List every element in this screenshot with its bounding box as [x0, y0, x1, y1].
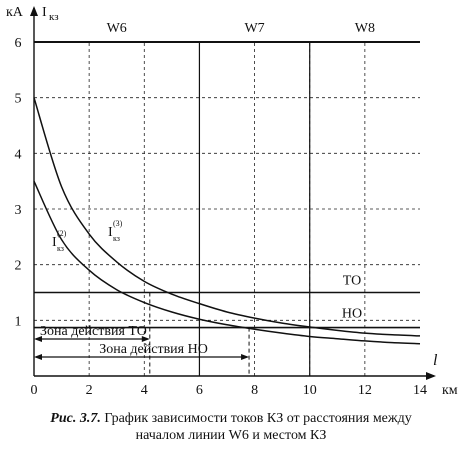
y-axis-arrow-icon	[30, 6, 38, 16]
zone-label-0: Зона действия ТО	[40, 324, 147, 339]
x-tick-label-12: 12	[358, 383, 372, 398]
threshold-label-0: ТО	[343, 274, 361, 289]
x-unit-label: км	[442, 383, 458, 398]
y-tick-label-1: 1	[15, 314, 22, 329]
zone-left-arrow-icon-0	[34, 336, 42, 342]
protection-zones	[34, 292, 250, 376]
x-tick-label-10: 10	[303, 383, 317, 398]
zone-label-1: Зона действия НО	[99, 342, 208, 357]
y-symbol-subscript: кз	[49, 11, 59, 23]
y-tick-label-4: 4	[15, 147, 22, 162]
y-symbol-label: I	[42, 5, 47, 20]
x-tick-label-4: 4	[141, 383, 148, 398]
curve-2-phase	[33, 180, 421, 345]
zone-right-arrow-icon-0	[141, 336, 150, 342]
x-tick-label-8: 8	[251, 383, 258, 398]
curve-3-phase	[33, 97, 421, 337]
zone-right-arrow-icon-1	[241, 354, 250, 360]
figure-caption: Рис. 3.7. График зависимости токов КЗ от…	[0, 410, 462, 444]
x-tick-label-0: 0	[31, 383, 38, 398]
x-axis-arrow-icon	[426, 372, 436, 380]
y-unit-label: кА	[6, 5, 24, 20]
caption-text: График зависимости токов КЗ от расстояни…	[104, 411, 412, 426]
threshold-lines	[34, 291, 420, 329]
x-symbol-label: l	[433, 352, 438, 369]
axes-frame	[30, 6, 436, 380]
y-tick-label-3: 3	[15, 203, 22, 218]
series-label-1: I	[52, 235, 57, 250]
segment-label-w8: W8	[355, 21, 375, 36]
series-label-sup-1: (2)	[57, 229, 67, 238]
current-curves	[33, 97, 421, 345]
series-label-sub-1: кз	[57, 244, 64, 253]
y-tick-label-5: 5	[15, 92, 22, 107]
series-label-0: I	[108, 225, 113, 240]
x-tick-label-6: 6	[196, 383, 203, 398]
y-tick-label-6: 6	[15, 36, 22, 51]
threshold-label-1: НО	[342, 307, 362, 322]
series-label-sub-0: кз	[113, 234, 120, 243]
x-tick-label-2: 2	[86, 383, 93, 398]
segment-label-w7: W7	[244, 21, 264, 36]
figure-number: Рис. 3.7.	[50, 411, 101, 426]
x-tick-label-14: 14	[413, 383, 427, 398]
series-label-sup-0: (3)	[113, 219, 123, 228]
caption-text-line2: началом линии W6 и местом КЗ	[135, 428, 327, 443]
segment-label-w6: W6	[107, 21, 127, 36]
y-tick-label-2: 2	[15, 259, 22, 274]
zone-left-arrow-icon-1	[34, 354, 42, 360]
